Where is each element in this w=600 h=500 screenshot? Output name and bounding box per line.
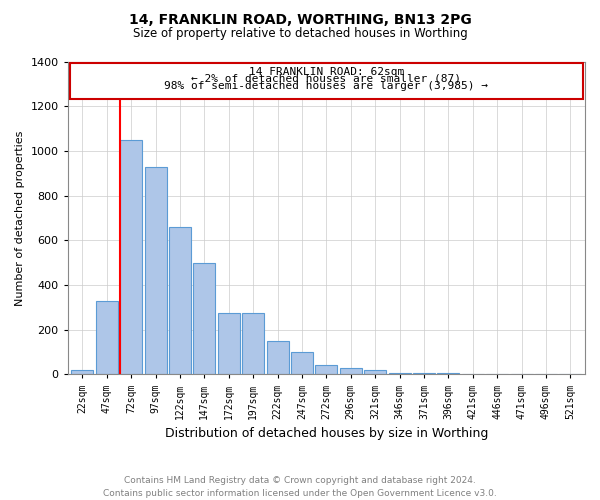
Bar <box>364 370 386 374</box>
Bar <box>71 370 94 374</box>
Bar <box>340 368 362 374</box>
Bar <box>145 166 167 374</box>
Bar <box>389 372 410 374</box>
Bar <box>316 366 337 374</box>
Bar <box>218 313 240 374</box>
X-axis label: Distribution of detached houses by size in Worthing: Distribution of detached houses by size … <box>164 427 488 440</box>
Bar <box>96 300 118 374</box>
Bar <box>242 313 264 374</box>
Bar <box>120 140 142 374</box>
Y-axis label: Number of detached properties: Number of detached properties <box>15 130 25 306</box>
Text: 14, FRANKLIN ROAD, WORTHING, BN13 2PG: 14, FRANKLIN ROAD, WORTHING, BN13 2PG <box>128 12 472 26</box>
Text: ← 2% of detached houses are smaller (87): ← 2% of detached houses are smaller (87) <box>191 74 461 84</box>
Bar <box>291 352 313 374</box>
Bar <box>169 227 191 374</box>
Text: Contains HM Land Registry data © Crown copyright and database right 2024.
Contai: Contains HM Land Registry data © Crown c… <box>103 476 497 498</box>
Bar <box>193 262 215 374</box>
Text: 98% of semi-detached houses are larger (3,985) →: 98% of semi-detached houses are larger (… <box>164 81 488 91</box>
Bar <box>266 341 289 374</box>
Text: 14 FRANKLIN ROAD: 62sqm: 14 FRANKLIN ROAD: 62sqm <box>249 66 404 76</box>
FancyBboxPatch shape <box>70 62 583 100</box>
Text: Size of property relative to detached houses in Worthing: Size of property relative to detached ho… <box>133 28 467 40</box>
